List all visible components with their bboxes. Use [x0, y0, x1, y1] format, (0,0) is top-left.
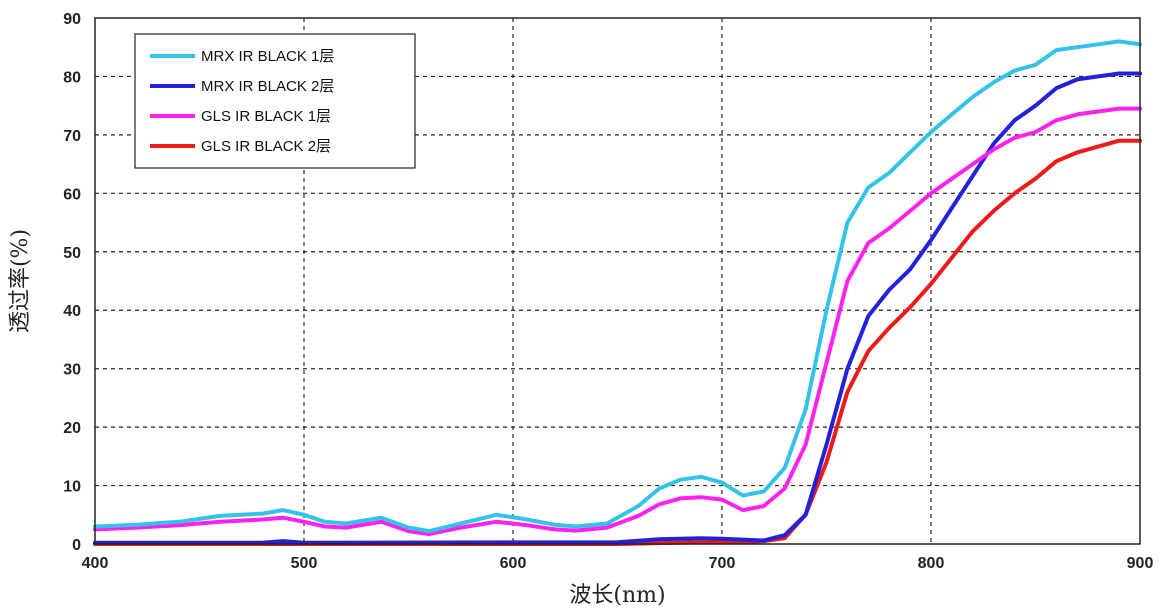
series-line-2 [93, 71, 1142, 545]
x-axis-label: 波长(nm) [569, 583, 665, 608]
legend-label: GLS IR BLACK 1层 [201, 108, 331, 125]
y-tick-label: 40 [63, 303, 81, 320]
series-line-3 [93, 106, 1142, 537]
y-tick-label: 90 [63, 11, 81, 28]
x-tick-label: 800 [918, 555, 945, 572]
x-tick-label: 400 [82, 555, 109, 572]
y-tick-label: 0 [72, 537, 81, 554]
series-lines [93, 39, 1142, 546]
series-line-1 [93, 39, 1142, 534]
y-tick-label: 10 [63, 479, 81, 496]
x-tick-label: 900 [1127, 555, 1154, 572]
legend: MRX IR BLACK 1层 MRX IR BLACK 2层 GLS IR BLA… [134, 33, 416, 169]
y-tick-label: 80 [63, 69, 81, 86]
grid-lines [95, 18, 1140, 544]
y-tick-label: 30 [63, 362, 81, 379]
legend-label: MRX IR BLACK 2层 [201, 78, 334, 95]
y-axis-label: 透过率(%) [8, 229, 33, 333]
y-tick-label: 60 [63, 186, 81, 203]
x-tick-label: 700 [709, 555, 736, 572]
legend-label: GLS IR BLACK 2层 [201, 138, 331, 155]
tick-labels: 400 500 600 700 800 900 0 10 20 30 40 50 60 70 80 90 [63, 11, 1153, 572]
y-tick-label: 50 [63, 245, 81, 262]
y-tick-label: 20 [63, 420, 81, 437]
legend-label: MRX IR BLACK 1层 [201, 48, 334, 65]
x-tick-label: 600 [500, 555, 527, 572]
y-tick-label: 70 [63, 128, 81, 145]
plot-area-frame [94, 17, 1141, 545]
x-tick-label: 500 [291, 555, 318, 572]
